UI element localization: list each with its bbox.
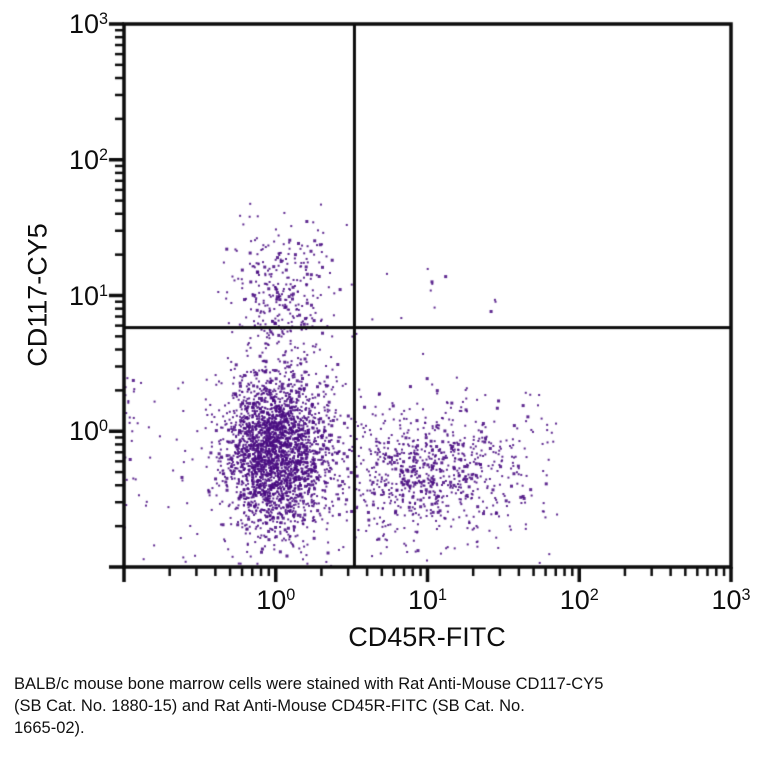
y-tick-label: 101 — [68, 280, 108, 311]
y-axis-title: CD117-CY5 — [22, 223, 53, 367]
caption-line: (SB Cat. No. 1880-15) and Rat Anti-Mouse… — [14, 697, 525, 716]
y-tick-label: 100 — [68, 416, 108, 447]
y-tick-label: 102 — [68, 144, 108, 175]
x-axis-title: CD45R-FITC — [348, 622, 506, 652]
figure-caption: BALB/c mouse bone marrow cells were stai… — [14, 673, 738, 739]
dot-plot-canvas — [0, 0, 757, 610]
caption-line: BALB/c mouse bone marrow cells were stai… — [14, 675, 604, 693]
x-tick-label: 100 — [256, 585, 296, 615]
y-tick-label: 103 — [68, 9, 108, 39]
caption-line: 1665-02). — [14, 719, 85, 738]
x-tick-label: 101 — [407, 585, 448, 615]
x-tick-label: 102 — [559, 585, 599, 615]
x-tick-label: 103 — [711, 585, 751, 615]
